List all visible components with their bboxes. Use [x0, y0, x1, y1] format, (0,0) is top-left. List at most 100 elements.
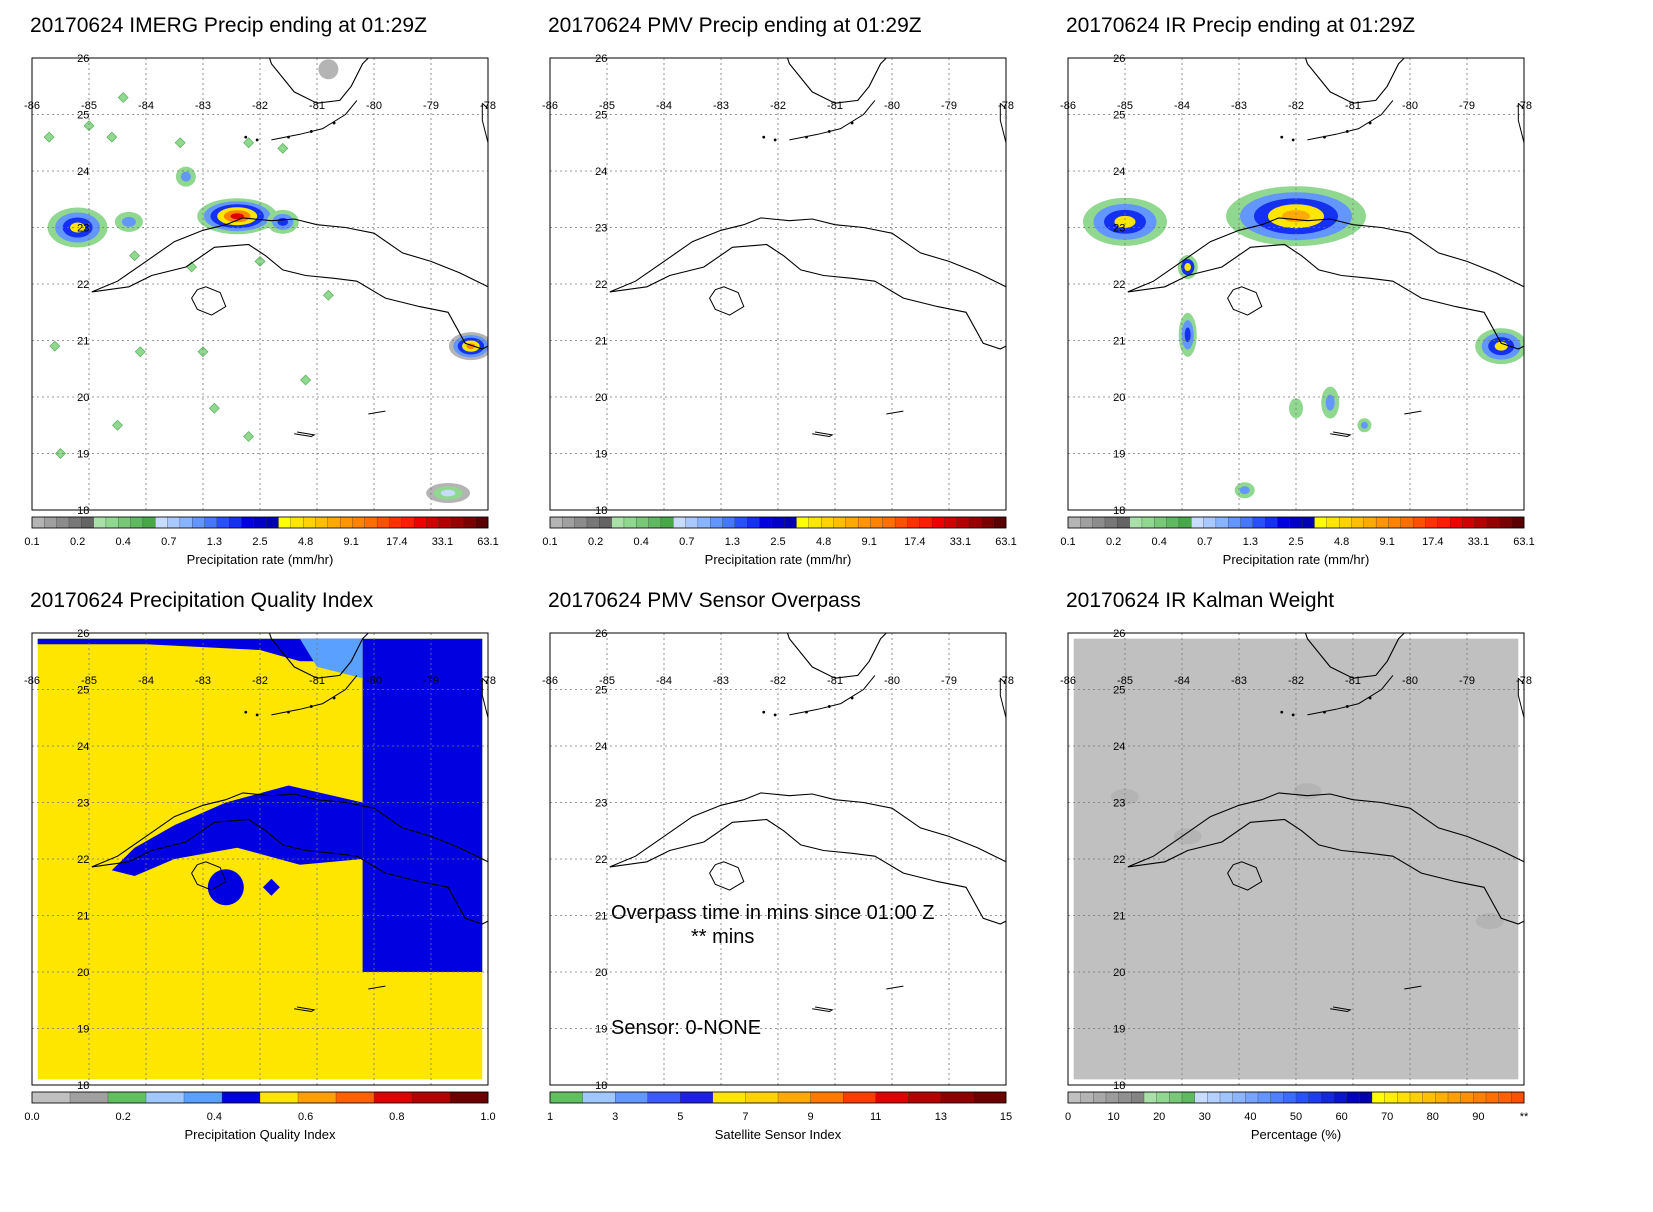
colorbar-swatch — [1511, 516, 1525, 529]
lat-label: 20 — [77, 967, 89, 979]
colorbar — [1067, 1091, 1525, 1104]
colorbar-swatch — [130, 516, 144, 529]
coastlines — [91, 633, 488, 1013]
panel-title: 20170624 IR Kalman Weight — [1066, 589, 1335, 612]
coastlines — [91, 58, 488, 438]
colorbar-swatch — [1388, 516, 1402, 529]
key-island — [255, 138, 259, 142]
precip-cell — [230, 213, 244, 220]
precip-cell — [1360, 421, 1368, 429]
colorbar-swatch — [449, 1091, 489, 1104]
colorbar-swatch — [1191, 516, 1205, 529]
colorbar-swatch — [192, 516, 205, 529]
colorbar-frame — [1067, 1091, 1525, 1104]
lat-label: 24 — [1113, 741, 1125, 753]
colorbar-swatch — [944, 516, 958, 529]
map-ir: -86 -85 -84 -83 -82 -81 -80 -79 -782625242322212… — [1060, 53, 1535, 548]
colorbar-swatch — [44, 516, 58, 529]
lat-label: 23 — [77, 798, 89, 810]
colorbar-swatch — [549, 516, 563, 529]
colorbar-tick: 5 — [677, 1111, 683, 1123]
colorbar-swatch — [1080, 516, 1094, 529]
coastline-cuba — [91, 792, 488, 925]
lat-label: 21 — [77, 336, 89, 348]
colorbar-swatch — [93, 516, 107, 529]
colorbar-swatch — [1511, 1091, 1525, 1104]
colorbar-swatch — [599, 516, 613, 529]
colorbar-swatch — [204, 516, 218, 529]
colorbar-swatch — [1289, 516, 1303, 529]
coastline-cayman — [294, 431, 316, 438]
lat-label: 19 — [595, 1024, 607, 1036]
key-island — [255, 713, 259, 717]
colorbar-tick: 20 — [1153, 1111, 1165, 1123]
colorbar-tick: 10 — [1107, 1111, 1119, 1123]
colorbar-swatch — [69, 1091, 109, 1104]
lat-label: 19 — [595, 449, 607, 461]
colorbar-swatch — [1270, 1091, 1284, 1104]
colorbar-label: Satellite Sensor Index — [714, 1127, 842, 1142]
colorbar-swatch — [1154, 516, 1168, 529]
coastline-isla-juventud — [191, 861, 227, 891]
colorbar-swatch — [401, 516, 415, 529]
lat-label: 25 — [595, 685, 607, 697]
colorbar-frame — [31, 516, 489, 529]
coastline-cayman — [294, 1006, 316, 1013]
key-island — [1368, 121, 1372, 125]
lon-label: -79 — [1459, 675, 1475, 687]
colorbar-swatch — [426, 516, 440, 529]
pqi-field-blue — [362, 638, 483, 972]
lon-label: -82 — [252, 100, 268, 112]
colorbar-tick: 0.6 — [298, 1111, 313, 1123]
lat-label: 20 — [595, 967, 607, 979]
lon-label: -83 — [713, 675, 729, 687]
colorbar-tick: 2.5 — [252, 536, 267, 548]
colorbar-tick: 0.7 — [161, 536, 176, 548]
colorbar-swatch — [1437, 516, 1451, 529]
colorbar-label: Precipitation rate (mm/hr) — [186, 552, 334, 567]
lat-label: 22 — [595, 854, 607, 866]
lon-label: -79 — [941, 675, 957, 687]
graticule: -86 -85 -84 -83 -82 -81 -80 -79 -782625242322212… — [542, 53, 1014, 517]
colorbar-swatch — [777, 1091, 812, 1104]
coastline-keys — [1307, 100, 1394, 141]
colorbar-frame — [549, 516, 1007, 529]
lon-label: -85 — [81, 675, 97, 687]
lat-label: 24 — [595, 741, 607, 753]
colorbar-tick: 63.1 — [995, 536, 1016, 548]
coastline-cayman-brac — [368, 985, 386, 990]
lat-label: 20 — [1113, 967, 1125, 979]
lon-label: -83 — [1231, 675, 1247, 687]
colorbar-swatch — [1283, 1091, 1297, 1104]
colorbar-swatch — [335, 1091, 375, 1104]
lat-label: 20 — [595, 392, 607, 404]
colorbar-tick: 0.1 — [1060, 536, 1075, 548]
overpass-text: Overpass time in mins since 01:00 Z — [611, 902, 935, 924]
precip-cell — [440, 489, 456, 497]
colorbar-swatch — [1447, 1091, 1462, 1104]
coastline-cuba — [609, 217, 1006, 350]
colorbar-tick: 1 — [547, 1111, 553, 1123]
lon-label: -80 — [884, 675, 900, 687]
colorbar-swatch — [1351, 516, 1365, 529]
colorbar-swatch — [1104, 516, 1118, 529]
map-frame — [1067, 632, 1525, 1086]
pqi-field-blue — [111, 785, 363, 876]
colorbar-swatch — [56, 516, 70, 529]
colorbar-swatch — [710, 516, 723, 529]
precip-cell — [1114, 215, 1136, 228]
map-frame — [549, 57, 1007, 511]
colorbar-swatch — [919, 516, 933, 529]
precip-speck — [55, 448, 66, 459]
data-field — [43, 59, 488, 504]
precip-speck — [243, 431, 254, 442]
colorbar-tick: 80 — [1427, 1111, 1439, 1123]
colorbar-swatch — [1178, 516, 1192, 529]
colorbar-frame — [549, 1091, 1007, 1104]
colorbar-swatch — [1219, 1091, 1234, 1104]
lon-label: -85 — [1117, 675, 1133, 687]
colorbar-swatch — [1326, 516, 1340, 529]
colorbar-swatch — [373, 1091, 413, 1104]
data-field — [1083, 186, 1524, 499]
colorbar — [31, 516, 489, 529]
